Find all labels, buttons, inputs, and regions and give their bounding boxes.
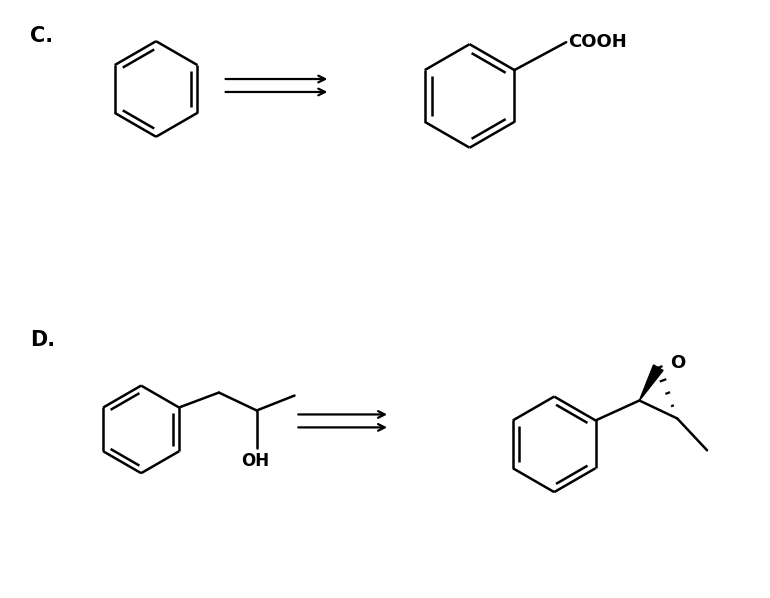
Polygon shape <box>639 365 663 401</box>
Text: O: O <box>670 353 685 372</box>
Text: OH: OH <box>241 452 269 470</box>
Text: COOH: COOH <box>568 33 627 51</box>
Text: C.: C. <box>30 26 53 46</box>
Text: D.: D. <box>30 330 55 350</box>
